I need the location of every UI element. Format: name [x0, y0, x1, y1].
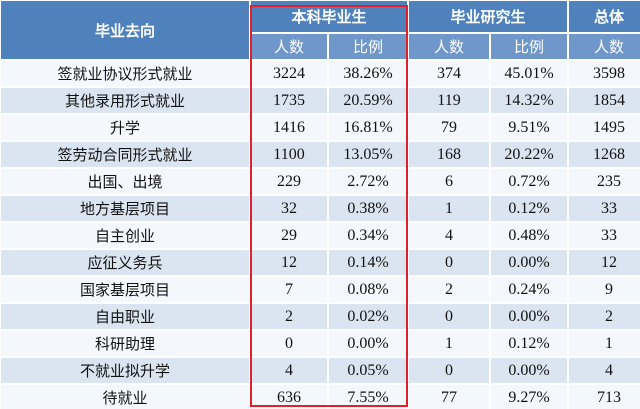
row-label: 升学 — [0, 114, 250, 141]
data-cell: 20.59% — [328, 87, 408, 114]
data-cell: 7 — [250, 276, 328, 303]
data-cell: 374 — [408, 60, 490, 87]
data-cell: 1 — [408, 195, 490, 222]
data-cell: 0.48% — [490, 222, 568, 249]
data-cell: 0.72% — [490, 168, 568, 195]
data-cell: 119 — [408, 87, 490, 114]
subheader-cell: 人数 — [568, 33, 640, 60]
data-cell: 2 — [408, 276, 490, 303]
data-cell: 13.05% — [328, 141, 408, 168]
row-label: 科研助理 — [0, 330, 250, 357]
row-label: 签劳动合同形式就业 — [0, 141, 250, 168]
data-cell: 3598 — [568, 60, 640, 87]
row-label: 国家基层项目 — [0, 276, 250, 303]
row-label: 其他录用形式就业 — [0, 87, 250, 114]
data-cell: 3224 — [250, 60, 328, 87]
row-label: 地方基层项目 — [0, 195, 250, 222]
data-cell: 33 — [568, 222, 640, 249]
data-cell: 0.00% — [490, 303, 568, 330]
data-cell: 38.26% — [328, 60, 408, 87]
data-cell: 229 — [250, 168, 328, 195]
data-cell: 0 — [408, 249, 490, 276]
data-cell: 33 — [568, 195, 640, 222]
data-cell: 4 — [568, 357, 640, 384]
data-cell: 9 — [568, 276, 640, 303]
row-label: 出国、出境 — [0, 168, 250, 195]
data-cell: 20.22% — [490, 141, 568, 168]
row-label: 不就业拟升学 — [0, 357, 250, 384]
header-cell: 毕业去向 — [0, 0, 250, 60]
data-cell: 2 — [568, 303, 640, 330]
data-cell: 1268 — [568, 141, 640, 168]
data-cell: 235 — [568, 168, 640, 195]
data-cell: 0 — [250, 330, 328, 357]
data-cell: 0 — [408, 357, 490, 384]
data-cell: 1495 — [568, 114, 640, 141]
data-cell: 7.55% — [328, 384, 408, 409]
subheader-cell: 人数 — [250, 33, 328, 60]
data-cell: 79 — [408, 114, 490, 141]
data-cell: 2.72% — [328, 168, 408, 195]
row-label: 签就业协议形式就业 — [0, 60, 250, 87]
row-label: 自由职业 — [0, 303, 250, 330]
data-cell: 0 — [408, 303, 490, 330]
data-cell: 0.05% — [328, 357, 408, 384]
data-cell: 1416 — [250, 114, 328, 141]
data-cell: 1 — [568, 330, 640, 357]
data-cell: 0.24% — [490, 276, 568, 303]
subheader-cell: 比例 — [328, 33, 408, 60]
row-label: 自主创业 — [0, 222, 250, 249]
data-cell: 0.12% — [490, 330, 568, 357]
data-cell: 4 — [408, 222, 490, 249]
header-cell: 总体 — [568, 0, 640, 33]
data-cell: 0.00% — [328, 330, 408, 357]
data-cell: 0.34% — [328, 222, 408, 249]
data-cell: 0.00% — [490, 357, 568, 384]
data-cell: 0.08% — [328, 276, 408, 303]
data-cell: 32 — [250, 195, 328, 222]
data-cell: 636 — [250, 384, 328, 409]
data-cell: 9.27% — [490, 384, 568, 409]
subheader-cell: 人数 — [408, 33, 490, 60]
data-cell: 6 — [408, 168, 490, 195]
header-cell: 本科毕业生 — [250, 0, 408, 33]
data-cell: 1100 — [250, 141, 328, 168]
data-cell: 2 — [250, 303, 328, 330]
data-cell: 0.12% — [490, 195, 568, 222]
data-cell: 0.00% — [490, 249, 568, 276]
data-cell: 0.14% — [328, 249, 408, 276]
data-cell: 77 — [408, 384, 490, 409]
data-cell: 16.81% — [328, 114, 408, 141]
data-cell: 12 — [568, 249, 640, 276]
data-cell: 14.32% — [490, 87, 568, 114]
data-cell: 45.01% — [490, 60, 568, 87]
data-cell: 9.51% — [490, 114, 568, 141]
data-cell: 0.38% — [328, 195, 408, 222]
data-cell: 0.02% — [328, 303, 408, 330]
data-cell: 12 — [250, 249, 328, 276]
header-cell: 毕业研究生 — [408, 0, 568, 33]
data-cell: 713 — [568, 384, 640, 409]
data-cell: 168 — [408, 141, 490, 168]
row-label: 应征义务兵 — [0, 249, 250, 276]
data-cell: 1735 — [250, 87, 328, 114]
data-cell: 4 — [250, 357, 328, 384]
data-cell: 1854 — [568, 87, 640, 114]
subheader-cell: 比例 — [490, 33, 568, 60]
data-cell: 1 — [408, 330, 490, 357]
data-cell: 29 — [250, 222, 328, 249]
row-label: 待就业 — [0, 384, 250, 409]
